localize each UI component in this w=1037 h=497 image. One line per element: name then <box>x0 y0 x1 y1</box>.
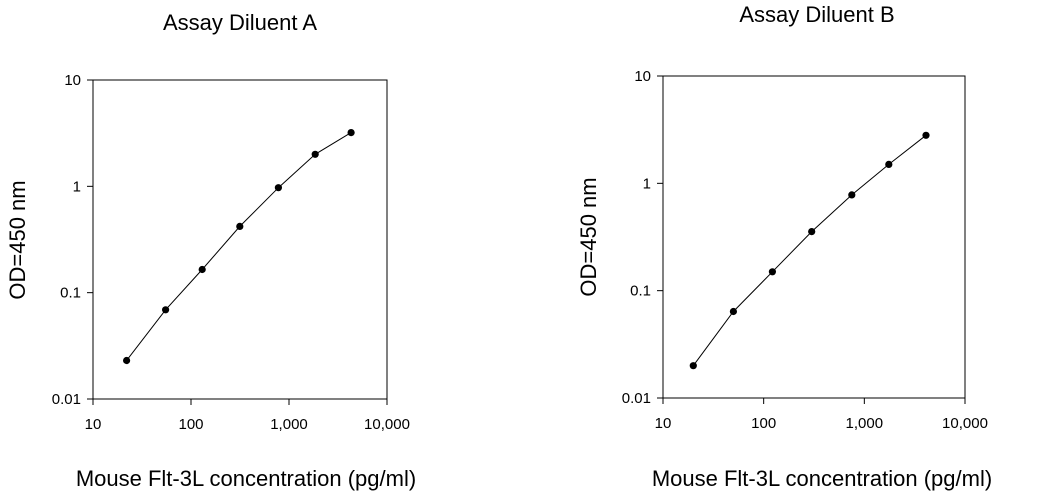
x-tick-label: 10,000 <box>942 415 988 432</box>
y-tick-label: 10 <box>64 72 81 89</box>
plot-frame <box>662 75 966 399</box>
x-tick-label: 1,000 <box>270 416 308 433</box>
y-tick-label: 1 <box>643 175 651 192</box>
data-point <box>808 228 816 236</box>
data-point <box>162 306 170 314</box>
data-point <box>885 160 893 168</box>
chart-assay-diluent-b: Assay Diluent B 0.01 0.1 1 10 10 100 1,000 10,0… <box>576 2 992 491</box>
tick-group: 0.01 0.1 1 10 10 100 1,000 10,000 <box>52 72 410 433</box>
data-point <box>922 131 930 139</box>
series-group <box>689 131 930 370</box>
data-point <box>768 268 777 276</box>
x-tick-label: 100 <box>178 416 203 433</box>
x-tick-label: 10 <box>85 416 102 433</box>
data-point <box>123 356 131 365</box>
x-axis-label: Mouse Flt-3L concentration (pg/ml) <box>652 466 992 491</box>
x-tick-label: 1,000 <box>846 415 884 432</box>
data-point <box>848 191 856 199</box>
data-point <box>311 150 319 158</box>
y-tick-label: 0.1 <box>630 283 651 300</box>
data-point <box>236 222 244 230</box>
y-axis-label: OD=450 nm <box>5 180 30 299</box>
y-tick-label: 0.01 <box>52 391 81 408</box>
series-group <box>123 129 355 365</box>
y-tick-label: 10 <box>634 68 651 85</box>
x-tick-label: 10 <box>655 415 672 432</box>
data-point <box>274 184 282 192</box>
data-point <box>689 362 697 370</box>
y-tick-label: 0.01 <box>622 390 651 407</box>
x-tick-label: 100 <box>751 415 776 432</box>
chart-title: Assay Diluent B <box>739 2 894 27</box>
y-axis-label: OD=450 nm <box>576 177 601 296</box>
x-tick-label: 10,000 <box>364 416 410 433</box>
chart-assay-diluent-a: Assay Diluent A 0.01 0.1 1 10 10 100 1,000 10,0… <box>5 10 416 491</box>
y-tick-label: 0.1 <box>60 285 81 302</box>
plot-frame <box>92 79 388 400</box>
y-tick-label: 1 <box>73 178 81 195</box>
tick-group: 0.01 0.1 1 10 10 100 1,000 10,000 <box>622 68 988 432</box>
chart-title: Assay Diluent A <box>163 10 317 35</box>
data-point <box>729 307 738 316</box>
x-axis-label: Mouse Flt-3L concentration (pg/ml) <box>76 466 416 491</box>
data-point <box>198 265 206 274</box>
data-point <box>347 129 355 137</box>
series-line <box>692 134 927 366</box>
series-line <box>126 132 352 361</box>
